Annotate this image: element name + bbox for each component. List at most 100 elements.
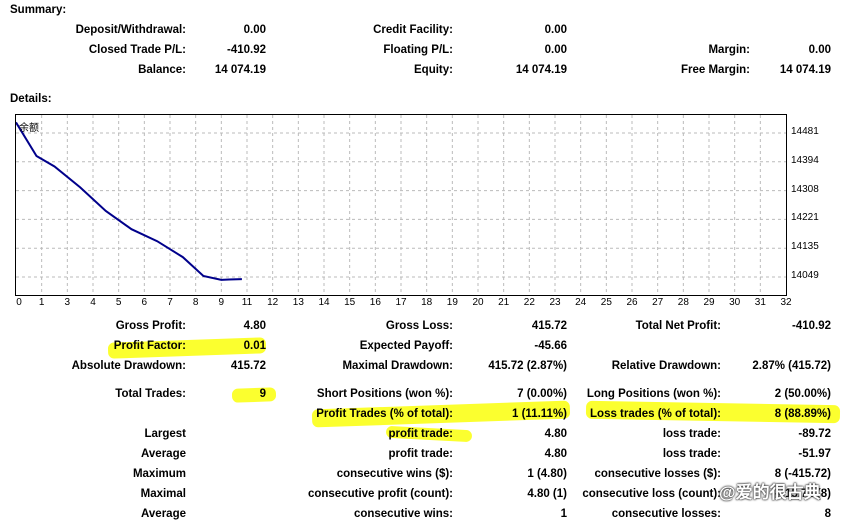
x-tick-label: 17	[395, 297, 407, 308]
detail-label-col3: Loss trades (% of total):	[590, 408, 721, 420]
detail-value-col3: 2.87% (415.72)	[752, 360, 831, 372]
x-tick-label: 18	[421, 297, 433, 308]
x-tick-label: 9	[218, 297, 225, 308]
detail-label-col2: Expected Payoff:	[359, 340, 453, 352]
summary-title: Summary:	[10, 4, 67, 16]
detail-label-col1: Gross Profit:	[115, 320, 186, 332]
detail-label-col1: Average	[141, 448, 186, 460]
detail-label-col2: profit trade:	[388, 448, 453, 460]
x-tick-label: 8	[192, 297, 199, 308]
x-tick-label: 15	[344, 297, 356, 308]
detail-value-col2: 4.80 (1)	[527, 488, 567, 500]
x-tick-label: 6	[141, 297, 148, 308]
x-tick-label: 11	[241, 297, 253, 308]
detail-value-col2: 7 (0.00%)	[517, 388, 567, 400]
margin-label: Margin:	[708, 44, 750, 56]
detail-value-col3: -51.97	[798, 448, 831, 460]
detail-label-col2: consecutive profit (count):	[307, 488, 453, 500]
detail-value-col2: 1 (11.11%)	[512, 408, 567, 420]
detail-value-col2: -45.66	[534, 340, 567, 352]
y-tick-label: 14049	[791, 270, 819, 281]
detail-label-col1: Largest	[144, 428, 186, 440]
detail-label-col2: consecutive wins ($):	[336, 468, 453, 480]
detail-value-col3: 8 (88.89%)	[774, 408, 831, 420]
detail-value-col2: 4.80	[544, 448, 567, 460]
detail-value-col2: 1	[560, 508, 567, 520]
chart-legend-label: 余额	[19, 123, 39, 134]
detail-label-col3: loss trade:	[662, 428, 721, 440]
x-tick-label: 16	[369, 297, 381, 308]
x-tick-label: 20	[472, 297, 484, 308]
detail-label-col2: consecutive wins:	[353, 508, 453, 520]
floating-pl-label: Floating P/L:	[383, 44, 453, 56]
x-tick-label: 22	[523, 297, 535, 308]
x-tick-label: 19	[446, 297, 458, 308]
x-tick-label: 5	[115, 297, 122, 308]
detail-label-col1: Profit Factor:	[113, 340, 186, 352]
y-tick-label: 14221	[791, 212, 819, 224]
detail-label-col3: consecutive losses ($):	[594, 468, 721, 480]
detail-value-col3: -89.72	[798, 428, 831, 440]
floating-pl-value: 0.00	[544, 44, 567, 56]
x-tick-label: 7	[167, 297, 173, 308]
deposit-label: Deposit/Withdrawal:	[75, 24, 186, 36]
detail-value-col1: 415.72	[230, 360, 266, 372]
highlight-mark-total-trades	[231, 387, 277, 403]
detail-value-col2: 415.72 (2.87%)	[488, 360, 567, 372]
x-tick-label: 26	[626, 297, 638, 308]
x-tick-label: 4	[90, 297, 96, 308]
margin-value: 0.00	[808, 44, 831, 56]
closed-pl-value: -410.92	[226, 44, 266, 56]
detail-value-col3: -415.72 (8)	[774, 488, 831, 500]
x-tick-label: 29	[703, 297, 715, 308]
x-tick-label: 25	[600, 297, 612, 308]
x-tick-label: 1	[38, 297, 45, 308]
detail-label-col2: Maximal Drawdown:	[342, 360, 453, 372]
detail-label-col2: Profit Trades (% of total):	[316, 408, 453, 420]
x-tick-label: 14	[318, 297, 330, 308]
x-tick-label: 30	[729, 297, 741, 308]
x-tick-label: 24	[575, 297, 587, 308]
detail-label-col3: Long Positions (won %):	[586, 388, 721, 400]
deposit-value: 0.00	[243, 24, 266, 36]
detail-value-col2: 4.80	[544, 428, 567, 440]
details-title: Details:	[10, 93, 52, 105]
x-tick-label: 3	[64, 297, 71, 308]
x-tick-label: 12	[267, 297, 279, 308]
x-tick-label: 28	[677, 297, 689, 308]
x-tick-label: 32	[780, 297, 792, 308]
balance-chart-svg	[16, 115, 786, 295]
balance-value: 14 074.19	[214, 64, 266, 76]
free-margin-label: Free Margin:	[680, 64, 750, 76]
detail-label-col3: consecutive loss (count):	[582, 488, 721, 500]
equity-value: 14 074.19	[515, 64, 567, 76]
detail-value-col3: 8 (-415.72)	[774, 468, 831, 480]
credit-value: 0.00	[544, 24, 567, 36]
detail-value-col3: -410.92	[791, 320, 831, 332]
detail-label-col3: consecutive losses:	[611, 508, 721, 520]
equity-label: Equity:	[414, 64, 453, 76]
detail-value-col3: 8	[824, 508, 831, 520]
free-margin-value: 14 074.19	[779, 64, 831, 76]
balance-chart: 余额	[15, 114, 787, 296]
detail-label-col2: profit trade:	[388, 428, 453, 440]
credit-label: Credit Facility:	[373, 24, 453, 36]
detail-value-col1: 9	[259, 388, 266, 400]
balance-series-line	[16, 121, 242, 281]
detail-value-col1: 0.01	[243, 340, 266, 352]
y-tick-label: 14135	[791, 241, 819, 253]
watermark: @爱的很古典	[719, 483, 821, 502]
x-tick-label: 0	[16, 297, 22, 308]
detail-value-col2: 1 (4.80)	[527, 468, 567, 480]
detail-label-col1: Maximal	[140, 488, 186, 500]
y-tick-label: 14481	[791, 126, 819, 137]
x-tick-label: 13	[292, 297, 304, 308]
x-tick-label: 23	[549, 297, 561, 308]
x-tick-label: 31	[754, 297, 766, 308]
detail-label-col2: Short Positions (won %):	[316, 388, 453, 400]
x-tick-label: 21	[498, 297, 510, 308]
detail-label-col2: Gross Loss:	[385, 320, 453, 332]
balance-label: Balance:	[138, 64, 186, 76]
y-tick-label: 14308	[791, 183, 819, 195]
detail-value-col3: 2 (50.00%)	[774, 388, 831, 400]
